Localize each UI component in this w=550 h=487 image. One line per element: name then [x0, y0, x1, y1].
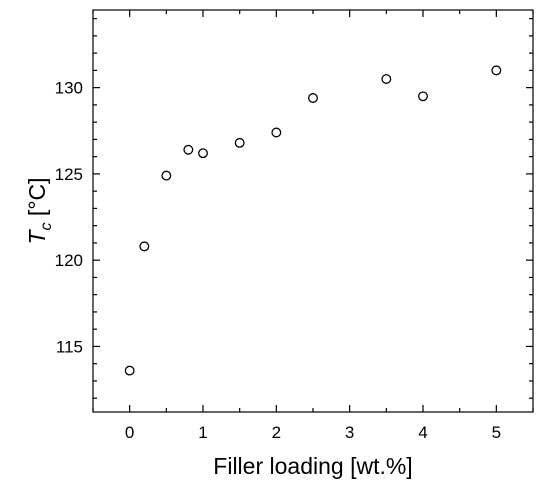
data-point [124, 365, 135, 376]
data-point [271, 127, 282, 138]
x-tick-label: 4 [418, 423, 427, 442]
data-point [234, 137, 245, 148]
y-axis-label-symbol: T [24, 229, 50, 245]
data-point [139, 241, 150, 252]
data-point [198, 148, 208, 159]
data-series [124, 65, 502, 376]
y-tick-label: 130 [55, 79, 83, 98]
y-axis-label-subscript: c [38, 222, 55, 230]
y-axis-label: Tc [°C] [24, 177, 55, 244]
y-tick-label: 115 [56, 337, 83, 356]
x-tick-label: 0 [125, 423, 134, 442]
data-point [308, 93, 318, 103]
x-tick-label: 2 [272, 423, 281, 442]
y-tick-label: 125 [55, 165, 83, 184]
y-axis: 115 120 125 130 [55, 18, 533, 399]
x-axis-label: Filler loading [wt.%] [213, 453, 412, 479]
y-axis-label-unit: [°C] [24, 177, 50, 222]
plot-frame [92, 9, 534, 413]
x-axis: 0 1 2 3 4 5 [92, 10, 534, 442]
data-point [183, 144, 194, 155]
data-point [161, 170, 172, 181]
data-point [491, 65, 502, 76]
y-tick-label: 120 [55, 251, 83, 270]
data-point [418, 91, 428, 102]
x-tick-label: 5 [492, 423, 501, 442]
data-point [381, 74, 392, 84]
x-tick-label: 1 [198, 423, 207, 442]
x-tick-label: 3 [345, 423, 354, 442]
